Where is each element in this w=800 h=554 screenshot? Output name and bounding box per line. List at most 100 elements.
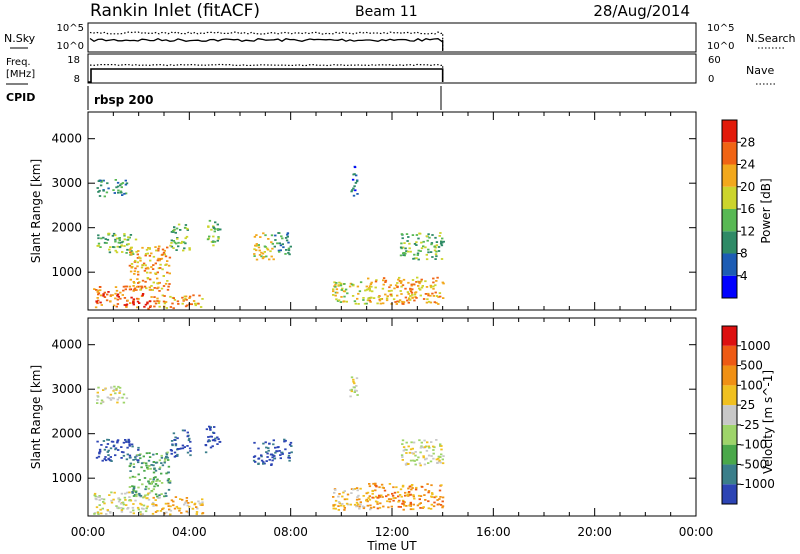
heatmap-cell [182, 299, 185, 301]
heatmap-cell [123, 245, 126, 247]
heatmap-cell [217, 438, 220, 440]
heatmap-cell [170, 242, 173, 244]
heatmap-cell [139, 259, 142, 262]
heatmap-cell [104, 238, 107, 240]
heatmap-cell [184, 295, 188, 298]
heatmap-cell [338, 502, 341, 505]
heatmap-cell [194, 302, 197, 305]
heatmap-cell [112, 445, 115, 448]
heatmap-cell [110, 460, 113, 462]
heatmap-cell [441, 458, 444, 461]
heatmap-cell [154, 461, 158, 464]
heatmap-cell [400, 242, 403, 245]
heatmap-cell [406, 291, 410, 293]
heatmap-cell [374, 500, 378, 503]
heatmap-cell [170, 239, 173, 242]
heatmap-cell [164, 282, 168, 285]
heatmap-cell [401, 439, 405, 442]
colorbar-tick-label: -1000 [740, 477, 775, 491]
heatmap-cell [409, 287, 412, 290]
heatmap-cell [136, 306, 139, 309]
heatmap-cell [181, 302, 184, 305]
heatmap-cell [175, 242, 178, 245]
heatmap-cell [146, 277, 149, 279]
heatmap-cell [145, 485, 148, 488]
heatmap-cell [130, 250, 133, 252]
heatmap-cell [111, 234, 115, 237]
heatmap-cell [435, 244, 439, 247]
heatmap-cell [212, 227, 216, 229]
heatmap-cell [412, 441, 416, 444]
heatmap-cell [195, 513, 198, 515]
colorbar-segment [722, 484, 737, 504]
heatmap-cell [216, 436, 219, 439]
heatmap-cell [356, 193, 359, 195]
heatmap-cell [401, 456, 404, 458]
heatmap-cell [102, 294, 105, 297]
heatmap-cell [114, 238, 117, 241]
heatmap-cell [128, 496, 131, 498]
heatmap-cell [154, 272, 157, 275]
heatmap-cell [146, 271, 149, 274]
heatmap-cell [201, 498, 204, 501]
heatmap-cell [412, 503, 415, 506]
heatmap-cell [136, 506, 140, 509]
heatmap-cell [271, 242, 274, 245]
heatmap-cell [148, 452, 151, 454]
heatmap-cell [442, 297, 445, 299]
heatmap-cell [400, 454, 404, 457]
heatmap-cell [115, 387, 118, 390]
heatmap-cell [413, 257, 417, 260]
heatmap-cell [95, 300, 98, 303]
nave-trace [89, 63, 444, 82]
heatmap-cell [117, 241, 120, 244]
heatmap-cell [436, 276, 439, 279]
heatmap-cell [160, 456, 164, 459]
heatmap-cell [352, 283, 355, 286]
heatmap-cell [408, 491, 411, 493]
heatmap-cell [403, 501, 406, 504]
heatmap-cell [365, 499, 368, 502]
heatmap-cell [374, 495, 378, 498]
heatmap-cell [357, 292, 360, 295]
heatmap-cell [137, 461, 140, 464]
heatmap-cell [408, 242, 411, 245]
heatmap-cell [219, 228, 222, 231]
heatmap-cell [357, 303, 360, 305]
heatmap-cell [212, 225, 215, 228]
heatmap-cell [353, 391, 356, 393]
heatmap-cell [405, 441, 408, 444]
heatmap-cell [126, 491, 129, 494]
heatmap-cell [409, 501, 412, 504]
heatmap-cell [130, 252, 133, 254]
heatmap-cell [125, 306, 128, 308]
heatmap-cell [262, 461, 265, 463]
heatmap-cell [139, 502, 142, 505]
nsearch-tick-bottom: 10^0 [707, 41, 734, 52]
heatmap-cell [366, 500, 369, 503]
heatmap-cell [207, 436, 210, 438]
heatmap-cell [426, 483, 429, 485]
heatmap-cell [285, 239, 289, 242]
heatmap-cell [122, 289, 125, 292]
colorbar-tick-label: 4 [740, 269, 748, 283]
heatmap-cell [270, 453, 273, 456]
heatmap-cell [427, 445, 430, 448]
heatmap-cell [136, 265, 139, 268]
heatmap-cell [358, 290, 362, 293]
heatmap-cell [332, 288, 335, 291]
heatmap-cell [156, 495, 159, 498]
heatmap-cell [188, 247, 191, 249]
heatmap-cell [254, 461, 257, 463]
heatmap-cell [369, 508, 372, 511]
heatmap-cell [107, 232, 110, 235]
heatmap-cell [150, 285, 153, 287]
heatmap-cell [173, 507, 177, 510]
heatmap-cell [120, 186, 123, 189]
heatmap-cell [114, 240, 117, 243]
heatmap-cell [182, 249, 185, 252]
heatmap-cell [120, 183, 123, 185]
heatmap-cell [157, 267, 161, 270]
heatmap-cell [392, 497, 395, 499]
heatmap-cell [424, 280, 427, 283]
